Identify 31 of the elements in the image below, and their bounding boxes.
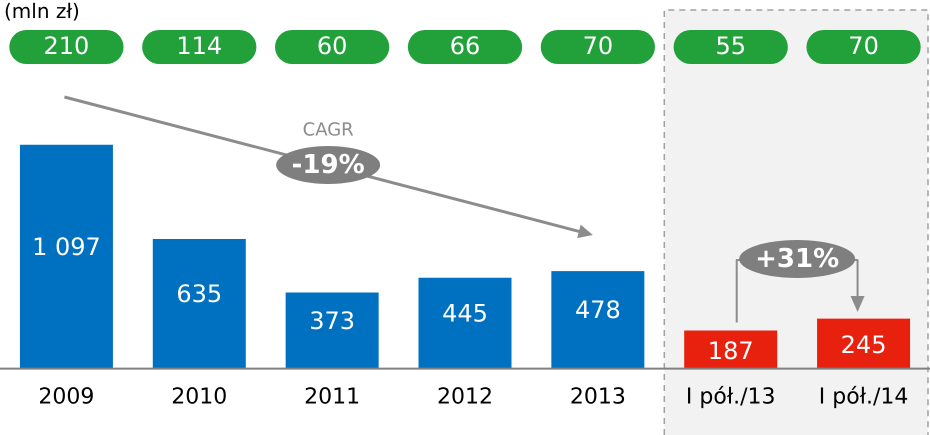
x-tick-label: 2009 [38, 384, 94, 410]
x-tick-label: I pół./13 [686, 384, 776, 410]
x-tick-label: I pół./14 [818, 384, 908, 410]
text: 55 [715, 32, 746, 60]
annotation: +31% [755, 244, 840, 274]
bar [817, 318, 910, 369]
bar [152, 239, 246, 369]
bar [286, 292, 379, 369]
data-label: 445 [442, 299, 488, 328]
text: 60 [316, 32, 348, 60]
text: 70 [582, 32, 614, 60]
data-label: 1 097 [32, 232, 101, 261]
x-tick-label: 2011 [304, 384, 360, 410]
annotation: -19% [292, 150, 365, 180]
bar [551, 271, 644, 369]
x-tick-label: 2012 [437, 384, 493, 410]
bar [20, 144, 113, 369]
text: 210 [44, 32, 90, 60]
text: 114 [176, 32, 222, 60]
data-label: 187 [708, 336, 754, 365]
text: 70 [848, 32, 879, 60]
data-label: 373 [309, 306, 356, 335]
text: CAGR [302, 120, 354, 141]
data-label: 478 [574, 296, 621, 324]
text: 66 [450, 32, 480, 60]
text: (mln zł) [4, 0, 80, 24]
x-tick-label: 2013 [570, 384, 626, 410]
bar [418, 278, 512, 369]
data-label: 245 [840, 330, 886, 359]
data-label: 635 [176, 280, 222, 308]
x-tick-label: 2010 [171, 384, 228, 410]
